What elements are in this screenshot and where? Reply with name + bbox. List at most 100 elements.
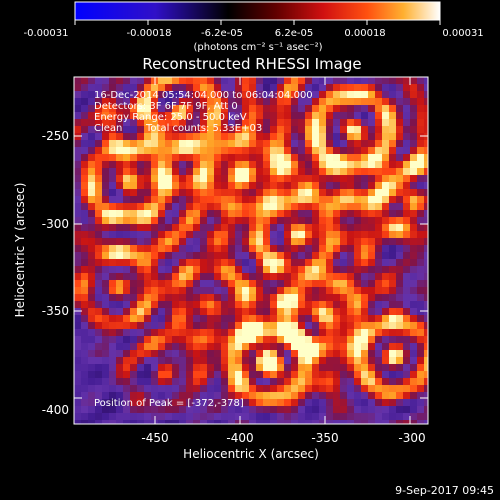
- image-pixel: [81, 147, 88, 154]
- image-pixel: [403, 224, 410, 231]
- image-pixel: [284, 217, 291, 224]
- image-pixel: [242, 336, 249, 343]
- image-pixel: [95, 287, 102, 294]
- image-pixel: [291, 329, 298, 336]
- image-pixel: [396, 336, 403, 343]
- image-pixel: [263, 406, 270, 413]
- image-pixel: [158, 406, 165, 413]
- image-pixel: [291, 308, 298, 315]
- image-pixel: [109, 294, 116, 301]
- image-pixel: [270, 385, 277, 392]
- image-pixel: [256, 154, 263, 161]
- image-pixel: [326, 133, 333, 140]
- image-pixel: [207, 196, 214, 203]
- image-pixel: [172, 140, 179, 147]
- image-pixel: [396, 154, 403, 161]
- image-pixel: [382, 119, 389, 126]
- image-pixel: [298, 245, 305, 252]
- image-pixel: [249, 336, 256, 343]
- image-pixel: [305, 266, 312, 273]
- image-pixel: [333, 385, 340, 392]
- image-pixel: [95, 245, 102, 252]
- image-pixel: [144, 182, 151, 189]
- image-pixel: [81, 91, 88, 98]
- image-pixel: [179, 196, 186, 203]
- image-pixel: [214, 315, 221, 322]
- image-pixel: [130, 91, 137, 98]
- image-pixel: [319, 350, 326, 357]
- image-pixel: [193, 280, 200, 287]
- image-pixel: [151, 301, 158, 308]
- image-pixel: [109, 252, 116, 259]
- image-pixel: [130, 210, 137, 217]
- image-pixel: [144, 294, 151, 301]
- image-pixel: [221, 259, 228, 266]
- image-pixel: [312, 259, 319, 266]
- image-pixel: [249, 217, 256, 224]
- image-pixel: [74, 91, 81, 98]
- image-pixel: [193, 399, 200, 406]
- image-pixel: [200, 259, 207, 266]
- image-pixel: [340, 294, 347, 301]
- image-pixel: [403, 189, 410, 196]
- image-pixel: [333, 182, 340, 189]
- image-pixel: [319, 378, 326, 385]
- image-pixel: [270, 98, 277, 105]
- image-pixel: [410, 266, 417, 273]
- image-pixel: [221, 77, 228, 84]
- image-pixel: [102, 77, 109, 84]
- image-pixel: [249, 266, 256, 273]
- image-pixel: [333, 224, 340, 231]
- image-pixel: [277, 350, 284, 357]
- image-pixel: [354, 77, 361, 84]
- image-pixel: [116, 217, 123, 224]
- image-pixel: [298, 259, 305, 266]
- image-pixel: [123, 385, 130, 392]
- image-pixel: [109, 364, 116, 371]
- image-pixel: [123, 168, 130, 175]
- image-pixel: [424, 196, 428, 203]
- image-pixel: [151, 210, 158, 217]
- image-pixel: [340, 406, 347, 413]
- image-pixel: [179, 252, 186, 259]
- image-pixel: [137, 336, 144, 343]
- image-pixel: [130, 140, 137, 147]
- image-pixel: [116, 168, 123, 175]
- image-pixel: [312, 287, 319, 294]
- image-pixel: [263, 168, 270, 175]
- image-pixel: [375, 294, 382, 301]
- image-pixel: [130, 336, 137, 343]
- image-pixel: [151, 168, 158, 175]
- image-pixel: [200, 315, 207, 322]
- image-pixel: [256, 238, 263, 245]
- image-pixel: [193, 147, 200, 154]
- image-pixel: [319, 84, 326, 91]
- image-pixel: [284, 392, 291, 399]
- image-pixel: [88, 371, 95, 378]
- image-pixel: [333, 406, 340, 413]
- image-pixel: [81, 266, 88, 273]
- image-pixel: [207, 259, 214, 266]
- image-pixel: [116, 399, 123, 406]
- image-pixel: [361, 399, 368, 406]
- image-pixel: [249, 385, 256, 392]
- image-pixel: [263, 329, 270, 336]
- image-pixel: [284, 245, 291, 252]
- image-pixel: [172, 98, 179, 105]
- image-pixel: [102, 336, 109, 343]
- image-pixel: [214, 168, 221, 175]
- image-pixel: [228, 294, 235, 301]
- image-pixel: [88, 238, 95, 245]
- image-pixel: [137, 168, 144, 175]
- image-pixel: [130, 266, 137, 273]
- image-pixel: [123, 91, 130, 98]
- image-pixel: [417, 336, 424, 343]
- image-pixel: [256, 224, 263, 231]
- image-pixel: [284, 112, 291, 119]
- image-pixel: [144, 245, 151, 252]
- image-pixel: [158, 161, 165, 168]
- image-pixel: [291, 112, 298, 119]
- image-pixel: [235, 301, 242, 308]
- image-pixel: [319, 91, 326, 98]
- x-tick-label: -450: [141, 431, 168, 445]
